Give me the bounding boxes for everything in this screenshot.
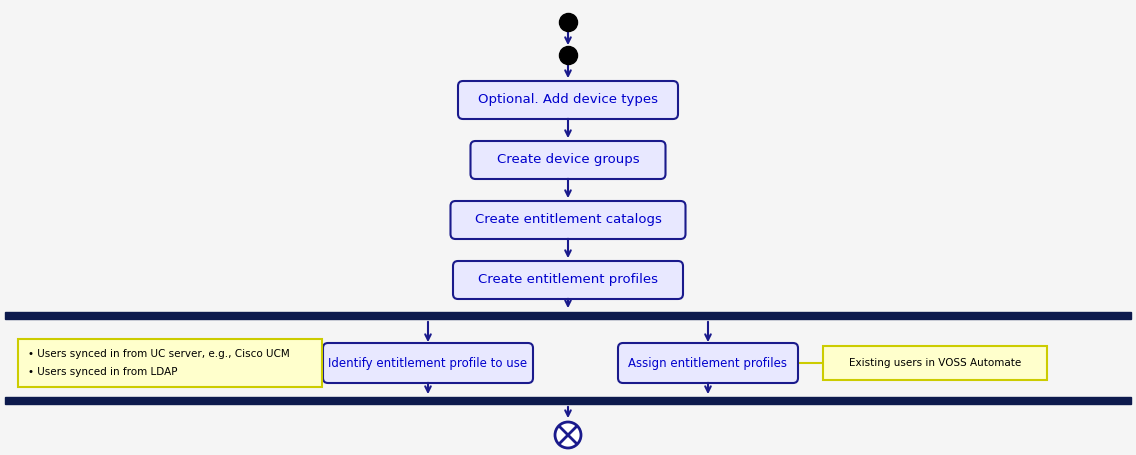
Text: Create device groups: Create device groups — [496, 153, 640, 167]
Text: Create entitlement catalogs: Create entitlement catalogs — [475, 213, 661, 227]
FancyBboxPatch shape — [451, 201, 685, 239]
FancyBboxPatch shape — [458, 81, 678, 119]
Bar — [5, 312, 1131, 319]
Circle shape — [556, 422, 580, 448]
FancyBboxPatch shape — [470, 141, 666, 179]
Text: Optional. Add device types: Optional. Add device types — [478, 93, 658, 106]
FancyBboxPatch shape — [822, 346, 1047, 380]
FancyBboxPatch shape — [453, 261, 683, 299]
Text: • Users synced in from UC server, e.g., Cisco UCM: • Users synced in from UC server, e.g., … — [28, 349, 290, 359]
Text: • Users synced in from LDAP: • Users synced in from LDAP — [28, 367, 177, 377]
Text: Assign entitlement profiles: Assign entitlement profiles — [628, 357, 787, 369]
Text: Existing users in VOSS Automate: Existing users in VOSS Automate — [849, 358, 1021, 368]
FancyBboxPatch shape — [618, 343, 797, 383]
Bar — [5, 397, 1131, 404]
FancyBboxPatch shape — [18, 339, 321, 387]
FancyBboxPatch shape — [323, 343, 533, 383]
Text: Create entitlement profiles: Create entitlement profiles — [478, 273, 658, 287]
Text: Identify entitlement profile to use: Identify entitlement profile to use — [328, 357, 527, 369]
